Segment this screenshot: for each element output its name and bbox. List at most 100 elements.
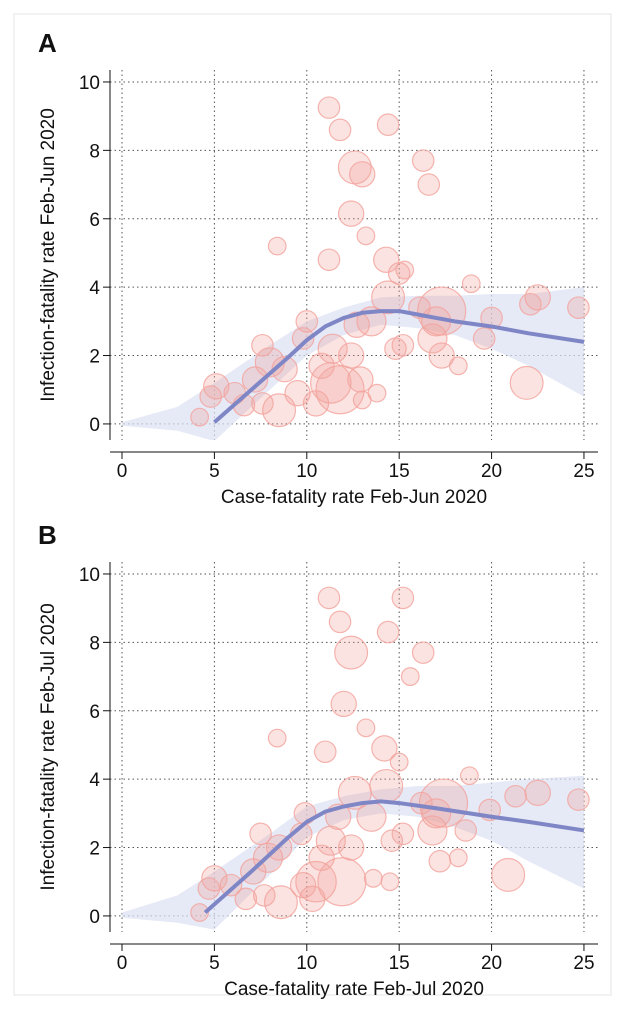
- y-tick-label: 2: [89, 347, 100, 368]
- bubble: [317, 857, 367, 907]
- panel-label: A: [38, 28, 57, 58]
- y-tick-label: 6: [89, 702, 100, 723]
- bubble: [567, 296, 590, 319]
- bubble: [249, 822, 272, 846]
- bubble: [491, 857, 526, 892]
- x-tick-label: 20: [481, 461, 502, 482]
- bubble: [509, 365, 544, 400]
- bubble: [337, 342, 365, 369]
- x-tick-label: 0: [117, 953, 128, 974]
- bubble: [262, 393, 297, 428]
- x-tick-label: 15: [389, 953, 410, 974]
- bubble: [267, 728, 287, 748]
- bubble: [352, 390, 372, 410]
- bubble: [448, 848, 468, 868]
- x-tick-label: 10: [296, 461, 317, 482]
- bubble: [263, 885, 298, 920]
- bubble: [328, 610, 352, 634]
- bubble: [317, 586, 341, 610]
- bubble: [252, 884, 276, 907]
- bubble: [251, 392, 274, 415]
- bubble: [380, 872, 400, 892]
- x-tick-label: 10: [296, 953, 317, 974]
- bubble: [504, 784, 527, 808]
- bubble: [251, 333, 274, 357]
- x-tick-label: 25: [573, 461, 594, 482]
- bubble: [376, 620, 400, 644]
- x-tick-label: 25: [573, 953, 594, 974]
- bubble: [363, 868, 383, 888]
- bubble: [241, 366, 269, 393]
- bubble: [267, 236, 287, 256]
- bubble: [384, 337, 407, 360]
- bubble: [395, 260, 415, 280]
- bubble: [400, 667, 420, 686]
- bubble: [417, 815, 448, 846]
- y-axis-label: Infection-fatality rate Feb-Jun 2020: [38, 108, 59, 402]
- y-tick-label: 0: [89, 907, 100, 928]
- bubble: [299, 885, 326, 913]
- bubble: [373, 246, 400, 273]
- bubble: [234, 887, 258, 911]
- bubble: [334, 635, 369, 670]
- bubble: [524, 284, 551, 311]
- y-tick-label: 4: [89, 770, 100, 791]
- bubble: [199, 385, 223, 408]
- bubble: [391, 586, 415, 610]
- bubble: [190, 903, 210, 922]
- fit-line: [203, 799, 585, 915]
- bubble: [337, 200, 365, 227]
- bubble: [337, 834, 365, 861]
- bubble: [461, 274, 481, 294]
- bubble: [295, 860, 337, 903]
- panel-label: B: [38, 520, 57, 550]
- bubble: [459, 766, 479, 786]
- bubble: [480, 306, 503, 330]
- bubble: [356, 718, 376, 738]
- bubble: [411, 641, 435, 664]
- bubble: [356, 801, 387, 832]
- bubble: [349, 161, 376, 188]
- bubble: [389, 752, 409, 772]
- bubble: [317, 96, 341, 119]
- bubble: [371, 735, 398, 762]
- bubble: [308, 352, 335, 379]
- bubble: [197, 877, 221, 900]
- bubble: [369, 768, 404, 803]
- x-tick-label: 15: [389, 461, 410, 482]
- x-tick-label: 20: [481, 953, 502, 974]
- bubble: [317, 248, 341, 272]
- y-axis-label: Infection-fatality rate Feb-Jul 2020: [38, 603, 59, 890]
- x-tick-label: 0: [117, 461, 128, 482]
- bubble: [411, 149, 435, 172]
- y-tick-label: 0: [89, 415, 100, 436]
- bubble: [310, 362, 352, 404]
- bubble: [356, 226, 376, 246]
- bubble: [418, 778, 469, 828]
- bubble: [308, 844, 335, 871]
- y-tick-label: 2: [89, 839, 100, 860]
- x-tick-label: 5: [209, 461, 220, 482]
- bubble: [291, 327, 315, 350]
- bubble: [330, 690, 357, 718]
- bubble: [347, 366, 374, 393]
- x-axis-label: Case-fatality rate Feb-Jun 2020: [221, 487, 487, 508]
- bubble: [289, 871, 317, 899]
- y-tick-label: 10: [79, 73, 100, 94]
- fit-line: [213, 309, 585, 424]
- y-tick-label: 10: [79, 565, 100, 586]
- x-axis-label: Case-fatality rate Feb-Jul 2020: [224, 979, 484, 1000]
- y-tick-label: 8: [89, 141, 100, 162]
- x-tick-label: 5: [209, 953, 220, 974]
- bubble: [190, 407, 210, 427]
- bubble: [313, 740, 337, 764]
- bubble: [417, 323, 448, 354]
- frame: [13, 13, 612, 996]
- bubble: [380, 829, 404, 852]
- bubble: [454, 819, 477, 842]
- y-tick-label: 4: [89, 278, 100, 299]
- bubble: [428, 849, 452, 873]
- y-tick-label: 8: [89, 633, 100, 654]
- bubble: [391, 822, 415, 846]
